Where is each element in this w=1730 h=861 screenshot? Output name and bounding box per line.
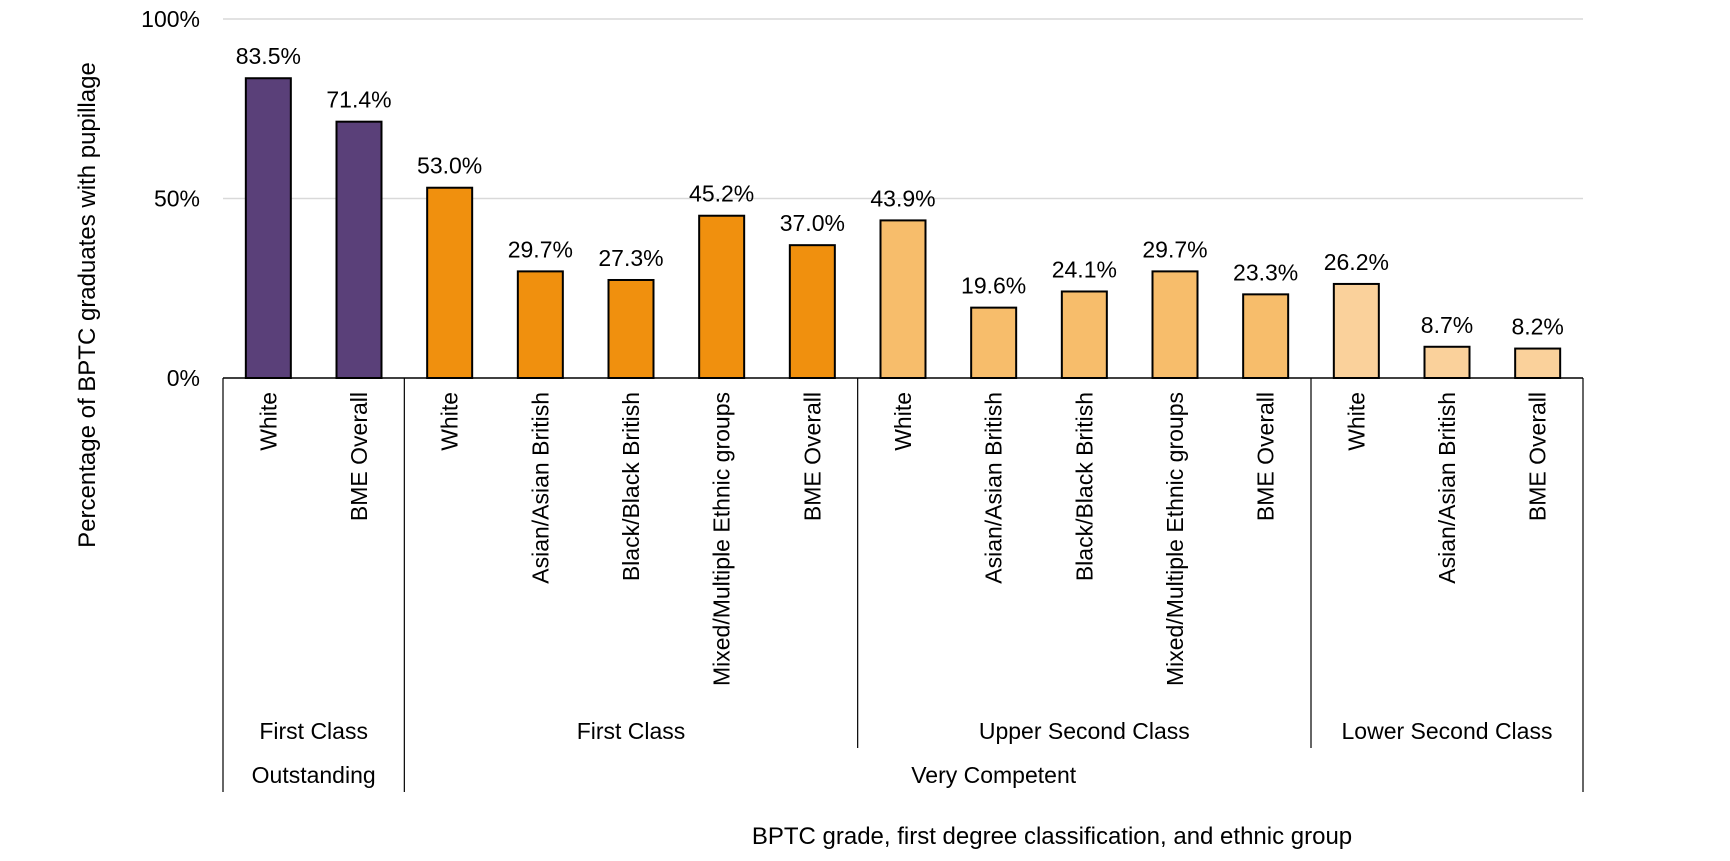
x-tick-label: Black/Black British (618, 392, 644, 581)
bar (970, 306, 1018, 379)
bar (698, 214, 746, 379)
bar (1332, 282, 1380, 379)
y-axis: 0% 50% 100% (141, 6, 200, 391)
data-label: 45.2% (689, 181, 754, 207)
y-tick-label: 100% (141, 6, 200, 32)
x-axis: White BME Overall White Asian/Asian British… (222, 377, 1584, 792)
degree-group-label: Upper Second Class (979, 718, 1190, 744)
degree-group-label: First Class (577, 718, 686, 744)
data-label: 23.3% (1233, 259, 1298, 285)
bar (1242, 293, 1290, 379)
x-tick-label: BME Overall (799, 392, 825, 521)
data-label: 29.7% (1142, 236, 1207, 262)
bar (1514, 347, 1562, 380)
degree-group-label: Lower Second Class (1342, 718, 1553, 744)
y-tick-label: 0% (167, 365, 200, 391)
y-tick-label: 50% (154, 186, 200, 212)
x-tick-label: BME Overall (1253, 392, 1279, 521)
data-labels: 83.5% 71.4% 53.0% 29.7% 27.3% 45.2% 37.0% 43.9%… (236, 43, 1564, 339)
x-tick-label: Black/Black British (1071, 392, 1097, 581)
data-label: 24.1% (1052, 256, 1117, 282)
x-tick-label: BME Overall (1525, 392, 1551, 521)
data-label: 8.2% (1511, 314, 1563, 340)
bar (607, 278, 655, 380)
x-tick-label: White (255, 392, 281, 451)
data-label: 19.6% (961, 273, 1026, 299)
data-label: 71.4% (326, 87, 391, 113)
x-tick-label: Mixed/Multiple Ethnic groups (1162, 392, 1188, 686)
data-label: 53.0% (417, 153, 482, 179)
grade-group-label: Very Competent (911, 762, 1077, 788)
bar (516, 270, 564, 380)
x-tick-label: Mixed/Multiple Ethnic groups (709, 392, 735, 686)
x-tick-label: BME Overall (346, 392, 372, 521)
data-label: 8.7% (1421, 312, 1473, 338)
bar (1423, 345, 1471, 379)
x-tick-label: White (437, 392, 463, 451)
x-axis-title: BPTC grade, first degree classification,… (752, 823, 1352, 850)
data-label: 43.9% (870, 185, 935, 211)
bar (426, 186, 474, 379)
bars (244, 77, 1562, 380)
data-label: 37.0% (780, 210, 845, 236)
bar (1060, 290, 1108, 379)
degree-group-label: First Class (259, 718, 368, 744)
x-tick-label: Asian/Asian British (1434, 392, 1460, 584)
grade-group-label: Outstanding (252, 762, 376, 788)
x-tick-label: White (1343, 392, 1369, 451)
data-label: 27.3% (598, 245, 663, 271)
x-tick-label: Asian/Asian British (981, 392, 1007, 584)
bar (788, 244, 836, 379)
data-label: 26.2% (1324, 249, 1389, 275)
x-tick-label: Asian/Asian British (527, 392, 553, 584)
bar (244, 77, 292, 380)
data-label: 83.5% (236, 43, 301, 69)
y-axis-title: Percentage of BPTC graduates with pupill… (74, 62, 101, 548)
data-label: 29.7% (508, 236, 573, 262)
x-tick-label: White (890, 392, 916, 451)
bar (1151, 270, 1199, 380)
bar (335, 120, 383, 379)
bar (879, 219, 927, 379)
